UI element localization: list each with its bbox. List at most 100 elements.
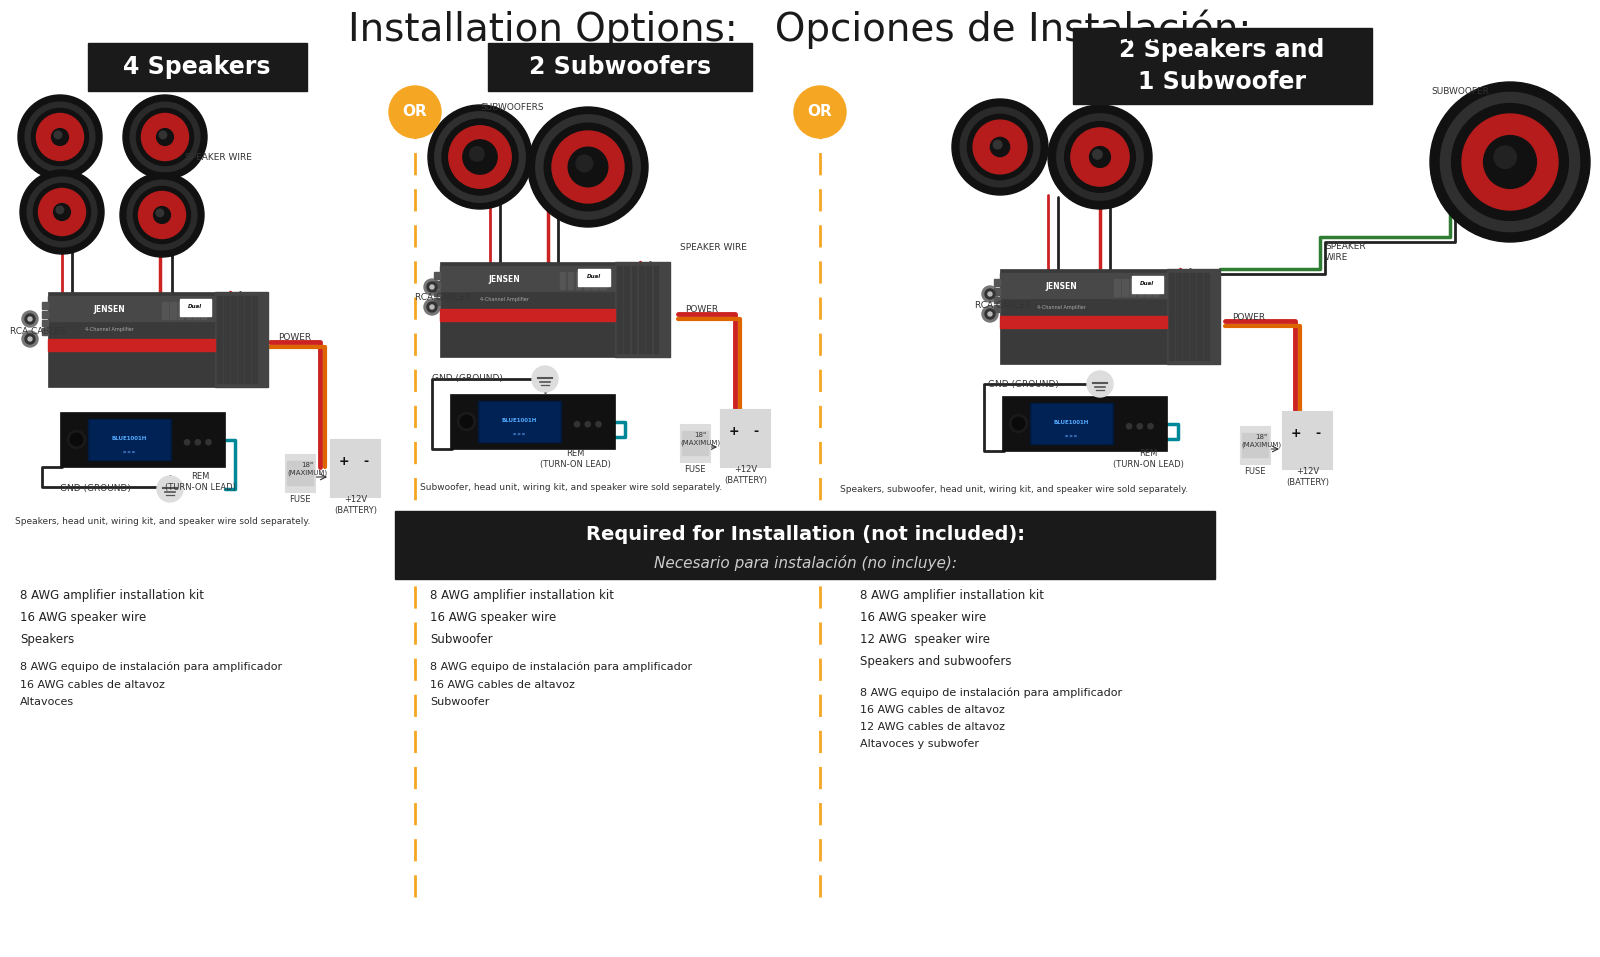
Circle shape <box>29 337 32 341</box>
Text: ■ ■ ■: ■ ■ ■ <box>1066 434 1077 437</box>
Bar <box>584 272 589 289</box>
Bar <box>42 311 48 318</box>
Bar <box>440 262 670 357</box>
FancyBboxPatch shape <box>488 43 752 91</box>
Bar <box>48 339 214 351</box>
Text: 2 Speakers and
1 Subwoofer: 2 Speakers and 1 Subwoofer <box>1120 38 1325 94</box>
Circle shape <box>70 434 83 446</box>
Text: ■ ■ ■: ■ ■ ■ <box>514 432 525 435</box>
Circle shape <box>1483 136 1536 189</box>
Text: POWER: POWER <box>685 304 718 314</box>
Text: BLUE1001H: BLUE1001H <box>1054 420 1090 425</box>
Circle shape <box>1440 93 1579 232</box>
Bar <box>245 296 250 383</box>
Circle shape <box>1070 128 1130 186</box>
Circle shape <box>154 207 171 223</box>
Bar <box>682 431 707 456</box>
Bar <box>48 292 269 387</box>
Text: Dual: Dual <box>1141 281 1155 286</box>
Bar <box>994 279 1000 286</box>
Bar <box>1168 269 1221 364</box>
Text: Speakers, subwoofer, head unit, wiring kit, and speaker wire sold separately.: Speakers, subwoofer, head unit, wiring k… <box>840 484 1189 494</box>
Text: SUBWOOFER: SUBWOOFER <box>1430 87 1490 97</box>
Circle shape <box>38 189 85 235</box>
Circle shape <box>973 121 1027 174</box>
Circle shape <box>458 412 475 431</box>
Circle shape <box>574 422 579 427</box>
Bar <box>478 401 560 442</box>
Text: GND (GROUND): GND (GROUND) <box>989 380 1059 389</box>
Circle shape <box>461 415 472 428</box>
Bar <box>163 301 168 319</box>
Bar <box>170 301 176 319</box>
Bar <box>440 308 614 321</box>
Text: SPEAKER
WIRE: SPEAKER WIRE <box>1325 242 1366 262</box>
Text: FUSE: FUSE <box>1245 466 1266 476</box>
Text: RCA CABLES: RCA CABLES <box>10 327 66 337</box>
Text: -: - <box>363 455 368 468</box>
Circle shape <box>986 289 995 299</box>
Text: 18"
(MAXIMUM): 18" (MAXIMUM) <box>1242 434 1282 448</box>
Circle shape <box>424 279 440 295</box>
Bar <box>1205 273 1208 360</box>
Circle shape <box>1093 149 1102 159</box>
Circle shape <box>990 138 1010 157</box>
Circle shape <box>994 141 1002 149</box>
Circle shape <box>1430 82 1590 242</box>
Circle shape <box>442 119 518 195</box>
Circle shape <box>1494 146 1517 168</box>
Bar <box>224 296 229 383</box>
Bar <box>1154 278 1158 296</box>
Text: +: + <box>728 425 739 437</box>
Circle shape <box>206 439 211 445</box>
Bar <box>218 296 222 383</box>
Bar <box>646 266 651 353</box>
Text: RCA CABLES: RCA CABLES <box>974 300 1030 309</box>
Bar <box>186 301 190 319</box>
Circle shape <box>794 86 846 138</box>
Circle shape <box>430 305 434 309</box>
Bar <box>450 394 614 449</box>
Circle shape <box>568 147 608 187</box>
Text: Dual: Dual <box>189 304 203 309</box>
Bar <box>576 272 581 289</box>
Circle shape <box>1462 114 1558 210</box>
Bar <box>285 454 315 492</box>
Bar <box>632 266 637 353</box>
Bar <box>1138 278 1142 296</box>
Circle shape <box>586 422 590 427</box>
Circle shape <box>19 170 104 254</box>
Circle shape <box>51 128 69 145</box>
Text: SUBWOOFERS: SUBWOOFERS <box>480 102 544 112</box>
Circle shape <box>968 114 1032 180</box>
Bar <box>61 412 226 467</box>
Text: -: - <box>754 425 758 437</box>
Text: POWER: POWER <box>278 332 310 342</box>
Text: +12V
(BATTERY): +12V (BATTERY) <box>334 495 378 515</box>
Circle shape <box>1064 122 1136 192</box>
Circle shape <box>126 180 197 250</box>
Text: POWER: POWER <box>1232 313 1266 322</box>
Text: Dual: Dual <box>587 275 602 279</box>
Circle shape <box>136 108 194 166</box>
Bar <box>994 297 1000 303</box>
Text: 4-Channel Amplifier: 4-Channel Amplifier <box>85 327 134 332</box>
Bar <box>994 305 1000 312</box>
Circle shape <box>26 314 35 324</box>
Text: FUSE: FUSE <box>685 464 706 474</box>
Circle shape <box>989 292 992 296</box>
Bar <box>178 301 184 319</box>
Text: 8 AWG amplifier installation kit
16 AWG speaker wire
Speakers: 8 AWG amplifier installation kit 16 AWG … <box>19 589 205 646</box>
Text: 2 Subwoofers: 2 Subwoofers <box>530 55 710 79</box>
Bar <box>238 296 243 383</box>
Circle shape <box>22 331 38 347</box>
Bar <box>600 272 605 289</box>
Circle shape <box>54 204 70 220</box>
Bar <box>42 302 48 309</box>
Circle shape <box>429 105 531 209</box>
Text: 8 AWG amplifier installation kit
16 AWG speaker wire
Subwoofer: 8 AWG amplifier installation kit 16 AWG … <box>430 589 614 646</box>
Bar <box>1030 403 1112 444</box>
Text: BLUE1001H: BLUE1001H <box>112 435 147 441</box>
Bar <box>1133 276 1163 293</box>
Circle shape <box>1126 424 1131 429</box>
